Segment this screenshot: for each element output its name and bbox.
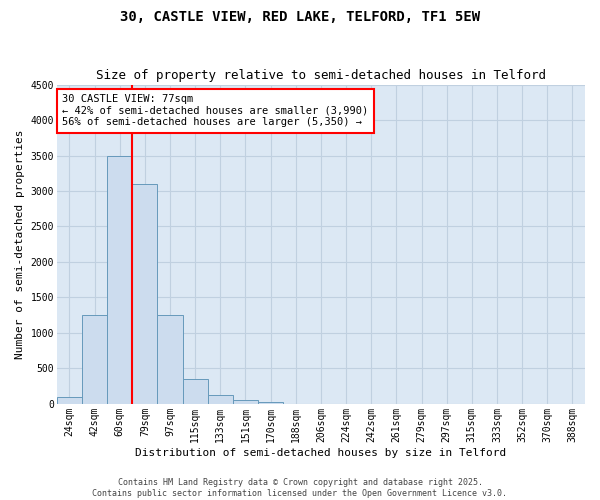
Bar: [258, 402, 283, 404]
Y-axis label: Number of semi-detached properties: Number of semi-detached properties: [15, 130, 25, 359]
Bar: [107, 156, 132, 404]
Text: Contains HM Land Registry data © Crown copyright and database right 2025.
Contai: Contains HM Land Registry data © Crown c…: [92, 478, 508, 498]
Text: 30 CASTLE VIEW: 77sqm
← 42% of semi-detached houses are smaller (3,990)
56% of s: 30 CASTLE VIEW: 77sqm ← 42% of semi-deta…: [62, 94, 368, 128]
Bar: [233, 400, 258, 404]
Bar: [82, 315, 107, 404]
Title: Size of property relative to semi-detached houses in Telford: Size of property relative to semi-detach…: [96, 69, 546, 82]
Bar: [182, 379, 208, 404]
Bar: [208, 396, 233, 404]
Bar: [132, 184, 157, 404]
X-axis label: Distribution of semi-detached houses by size in Telford: Distribution of semi-detached houses by …: [135, 448, 506, 458]
Text: 30, CASTLE VIEW, RED LAKE, TELFORD, TF1 5EW: 30, CASTLE VIEW, RED LAKE, TELFORD, TF1 …: [120, 10, 480, 24]
Bar: [57, 397, 82, 404]
Bar: [157, 315, 182, 404]
